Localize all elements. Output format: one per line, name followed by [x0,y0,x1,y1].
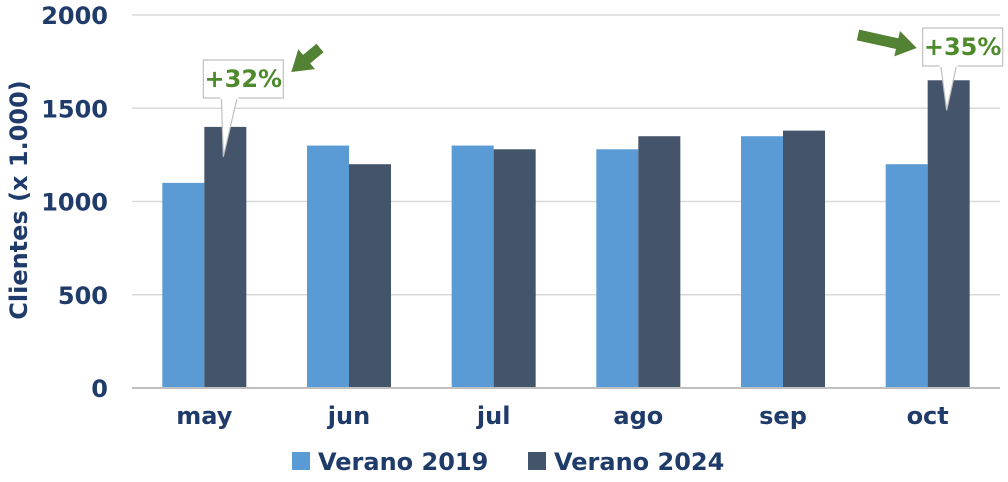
legend: Verano 2019 Verano 2024 [292,448,724,476]
bar-ago-1 [638,136,681,388]
arrow-icon [856,29,917,57]
bar-jul-1 [493,149,536,388]
y-tick-label: 2000 [41,2,108,30]
x-tick-label: may [176,402,232,430]
gridlines [132,14,1000,296]
y-axis-ticks: 0 500 1000 1500 2000 [41,2,108,403]
bar-oct-1 [927,80,970,389]
callout-text: +32% [205,65,283,93]
x-tick-label: ago [613,402,663,430]
bar-may-0 [162,182,205,388]
y-tick-label: 1000 [41,189,108,217]
callout-box [922,27,1004,67]
legend-label-0: Verano 2019 [318,448,488,476]
bar-jun-0 [307,145,349,388]
bar-jul-0 [451,145,494,388]
bar-jun-1 [349,164,391,388]
callout-may: +32% [202,43,324,158]
callout-text: +35% [924,33,1002,61]
bar-sep-0 [741,136,783,388]
x-tick-label: sep [759,402,807,430]
x-tick-label: jun [327,402,370,430]
y-tick-label: 0 [91,375,108,403]
x-tick-label: oct [907,402,949,430]
bar-ago-0 [596,149,639,388]
callout-oct: +35% [856,27,1004,111]
x-axis-categories: may jun jul ago sep oct [176,402,948,430]
arrow-icon [291,43,324,72]
bar-oct-0 [885,164,928,388]
legend-label-1: Verano 2024 [554,448,724,476]
legend-swatch-0 [292,452,310,470]
annotations: +32% +35% [202,27,1004,158]
bar-may-1 [204,126,247,389]
y-axis-label: Clientes (x 1.000) [5,80,33,320]
x-tick-label: jul [476,402,511,430]
callout-box [202,59,284,99]
bar-sep-1 [783,130,825,388]
bars [162,80,970,389]
y-tick-label: 500 [58,282,108,310]
legend-swatch-1 [528,452,546,470]
y-tick-label: 1500 [41,95,108,123]
